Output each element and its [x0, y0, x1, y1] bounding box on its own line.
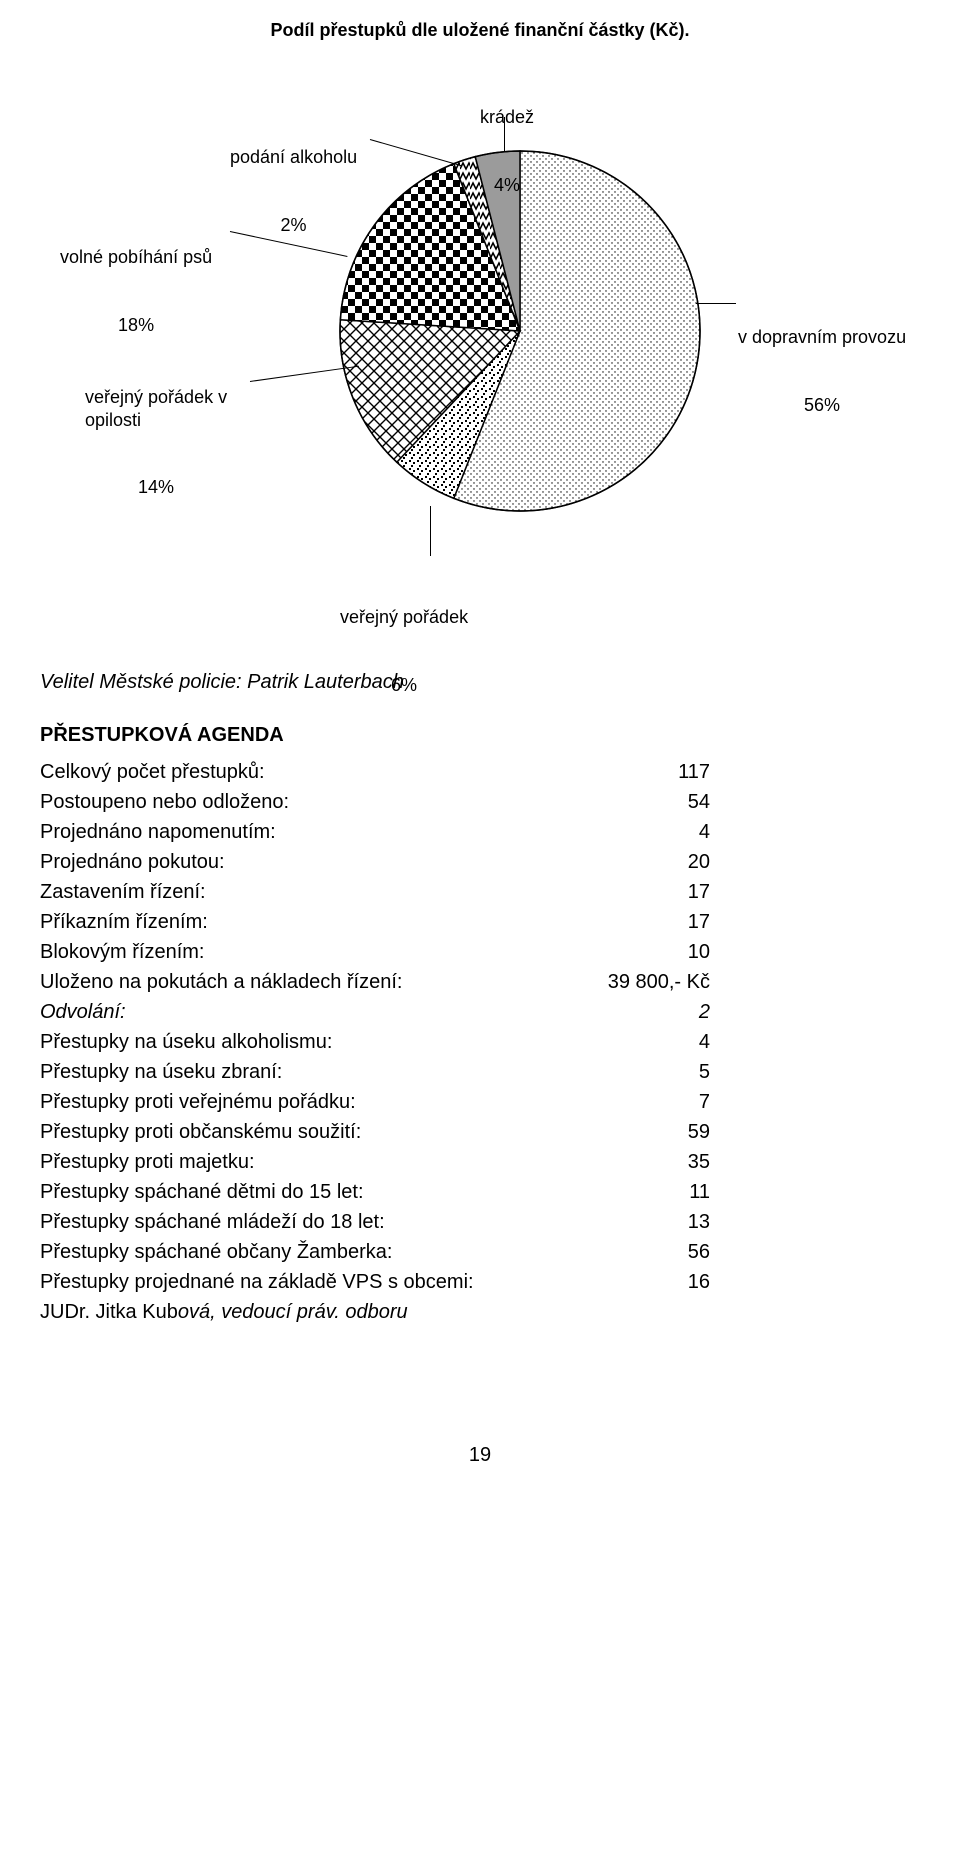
agenda-row: Celkový počet přestupků:117 — [40, 757, 920, 787]
label-alkohol-pct: 2% — [230, 214, 357, 237]
label-psi-name: volné pobíhání psů — [60, 246, 212, 269]
label-opilost-pct: 14% — [85, 476, 227, 499]
agenda-row: Zastavením řízení:17 — [40, 877, 920, 907]
agenda-row-value: 17 — [550, 907, 720, 937]
agenda-row: Přestupky proti občanskému soužití:59 — [40, 1117, 920, 1147]
agenda-row-label: Příkazním řízením: — [40, 907, 550, 937]
signoff-italic: ová, vedoucí práv. odboru — [178, 1301, 408, 1323]
label-kradez-pct: 4% — [480, 174, 534, 197]
label-psi-pct: 18% — [60, 314, 212, 337]
label-doprava-pct: 56% — [738, 394, 906, 417]
agenda-row-label: Přestupky proti majetku: — [40, 1147, 550, 1177]
agenda-row: Přestupky spáchané dětmi do 15 let:11 — [40, 1177, 920, 1207]
agenda-row-value: 17 — [550, 877, 720, 907]
agenda-row-value: 7 — [550, 1087, 720, 1117]
chart-title: Podíl přestupků dle uložené finanční čás… — [40, 20, 920, 41]
label-doprava: v dopravním provozu 56% — [738, 281, 906, 461]
agenda-rows: Celkový počet přestupků:117Postoupeno ne… — [40, 757, 920, 1297]
agenda-row-label: Přestupky spáchané občany Žamberka: — [40, 1237, 550, 1267]
agenda-row-label: Přestupky spáchané mládeží do 18 let: — [40, 1207, 550, 1237]
leader-doprava — [696, 303, 736, 304]
agenda-row-label: Přestupky proti veřejnému pořádku: — [40, 1087, 550, 1117]
agenda-row-value: 56 — [550, 1237, 720, 1267]
agenda-row: Přestupky na úseku alkoholismu:4 — [40, 1027, 920, 1057]
agenda-row: Uloženo na pokutách a nákladech řízení:3… — [40, 967, 920, 997]
label-doprava-name: v dopravním provozu — [738, 326, 906, 349]
agenda-row-label: Blokovým řízením: — [40, 937, 550, 967]
agenda-row: Příkazním řízením:17 — [40, 907, 920, 937]
label-poradek-name: veřejný pořádek — [340, 606, 468, 629]
agenda-row-label: Uloženo na pokutách a nákladech řízení: — [40, 967, 550, 997]
agenda-row-label: Projednáno pokutou: — [40, 847, 550, 877]
agenda-row-value: 11 — [550, 1177, 720, 1207]
agenda-row-value: 54 — [550, 787, 720, 817]
agenda-row: Přestupky projednané na základě VPS s ob… — [40, 1267, 920, 1297]
agenda-row: Projednáno pokutou:20 — [40, 847, 920, 877]
page-number: 19 — [40, 1444, 920, 1467]
agenda-heading: PŘESTUPKOVÁ AGENDA — [40, 724, 920, 747]
agenda-row: Přestupky na úseku zbraní:5 — [40, 1057, 920, 1087]
commander-line: Velitel Městské policie: Patrik Lauterba… — [40, 671, 920, 694]
agenda-row: Přestupky spáchané mládeží do 18 let:13 — [40, 1207, 920, 1237]
agenda-row-value: 35 — [550, 1147, 720, 1177]
label-poradek-pct: 6% — [340, 674, 468, 697]
agenda-row: Přestupky proti majetku:35 — [40, 1147, 920, 1177]
agenda-row: Postoupeno nebo odloženo:54 — [40, 787, 920, 817]
leader-kradez — [504, 117, 505, 151]
agenda-row-label: Přestupky spáchané dětmi do 15 let: — [40, 1177, 550, 1207]
label-kradez: krádež 4% — [480, 61, 534, 241]
agenda-row-label: Přestupky projednané na základě VPS s ob… — [40, 1267, 550, 1297]
pie-chart-area: krádež 4% podání alkoholu 2% volné pobíh… — [40, 71, 920, 631]
agenda-row-value: 10 — [550, 937, 720, 967]
agenda-row-label: Přestupky proti občanskému soužití: — [40, 1117, 550, 1147]
agenda-row-label: Celkový počet přestupků: — [40, 757, 550, 787]
signoff-plain: JUDr. Jitka Kub — [40, 1301, 178, 1323]
agenda-row: Blokovým řízením:10 — [40, 937, 920, 967]
agenda-row-value: 117 — [550, 757, 720, 787]
label-opilost-name: veřejný pořádek v opilosti — [85, 386, 227, 431]
leader-poradek — [430, 506, 431, 556]
agenda-row-label: Zastavením řízení: — [40, 877, 550, 907]
label-kradez-name: krádež — [480, 106, 534, 129]
label-opilost: veřejný pořádek v opilosti 14% — [85, 341, 227, 544]
agenda-row-value: 5 — [550, 1057, 720, 1087]
agenda-row-value: 4 — [550, 1027, 720, 1057]
agenda-row-value: 13 — [550, 1207, 720, 1237]
agenda-row: Odvolání:2 — [40, 997, 920, 1027]
agenda-row-value: 4 — [550, 817, 720, 847]
agenda-row-value: 39 800,- Kč — [550, 967, 720, 997]
agenda-row-value: 20 — [550, 847, 720, 877]
agenda-row: Projednáno napomenutím:4 — [40, 817, 920, 847]
signoff: JUDr. Jitka Kubová, vedoucí práv. odboru — [40, 1301, 920, 1324]
agenda-row-value: 2 — [550, 997, 720, 1027]
agenda-row-label: Postoupeno nebo odloženo: — [40, 787, 550, 817]
agenda-row-label: Přestupky na úseku zbraní: — [40, 1057, 550, 1087]
agenda-row: Přestupky spáchané občany Žamberka:56 — [40, 1237, 920, 1267]
agenda-row: Přestupky proti veřejnému pořádku:7 — [40, 1087, 920, 1117]
agenda-row-label: Projednáno napomenutím: — [40, 817, 550, 847]
agenda-row-label: Odvolání: — [40, 997, 550, 1027]
label-poradek: veřejný pořádek 6% — [340, 561, 468, 741]
label-alkohol-name: podání alkoholu — [230, 146, 357, 169]
agenda-row-label: Přestupky na úseku alkoholismu: — [40, 1027, 550, 1057]
agenda-row-value: 16 — [550, 1267, 720, 1297]
agenda-row-value: 59 — [550, 1117, 720, 1147]
